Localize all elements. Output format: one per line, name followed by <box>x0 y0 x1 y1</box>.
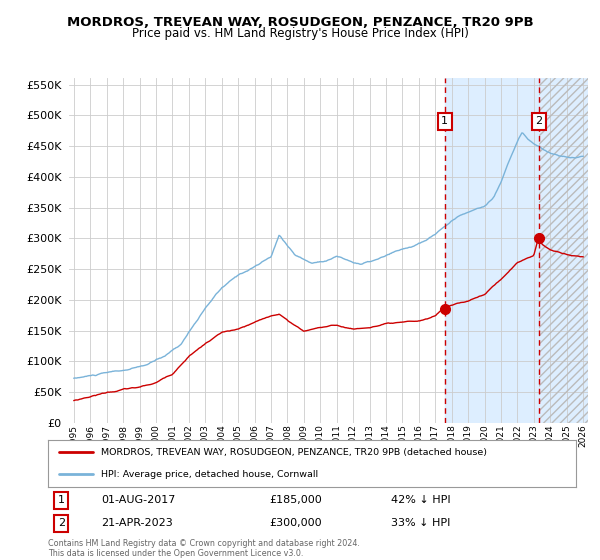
Bar <box>445 78 539 423</box>
Text: 42% ↓ HPI: 42% ↓ HPI <box>391 496 451 505</box>
Text: HPI: Average price, detached house, Cornwall: HPI: Average price, detached house, Corn… <box>101 470 318 479</box>
Bar <box>539 78 600 423</box>
Text: 01-AUG-2017: 01-AUG-2017 <box>101 496 175 505</box>
Text: Price paid vs. HM Land Registry's House Price Index (HPI): Price paid vs. HM Land Registry's House … <box>131 27 469 40</box>
Text: 1: 1 <box>441 116 448 127</box>
Text: 21-APR-2023: 21-APR-2023 <box>101 519 173 528</box>
Text: £300,000: £300,000 <box>270 519 322 528</box>
Text: 1: 1 <box>58 496 65 505</box>
Text: MORDROS, TREVEAN WAY, ROSUDGEON, PENZANCE, TR20 9PB: MORDROS, TREVEAN WAY, ROSUDGEON, PENZANC… <box>67 16 533 29</box>
Text: Contains HM Land Registry data © Crown copyright and database right 2024.
This d: Contains HM Land Registry data © Crown c… <box>48 539 360 558</box>
Text: 33% ↓ HPI: 33% ↓ HPI <box>391 519 451 528</box>
Text: MORDROS, TREVEAN WAY, ROSUDGEON, PENZANCE, TR20 9PB (detached house): MORDROS, TREVEAN WAY, ROSUDGEON, PENZANC… <box>101 448 487 457</box>
Bar <box>539 78 600 423</box>
Text: 2: 2 <box>535 116 542 127</box>
Text: £185,000: £185,000 <box>270 496 323 505</box>
Text: 2: 2 <box>58 519 65 528</box>
